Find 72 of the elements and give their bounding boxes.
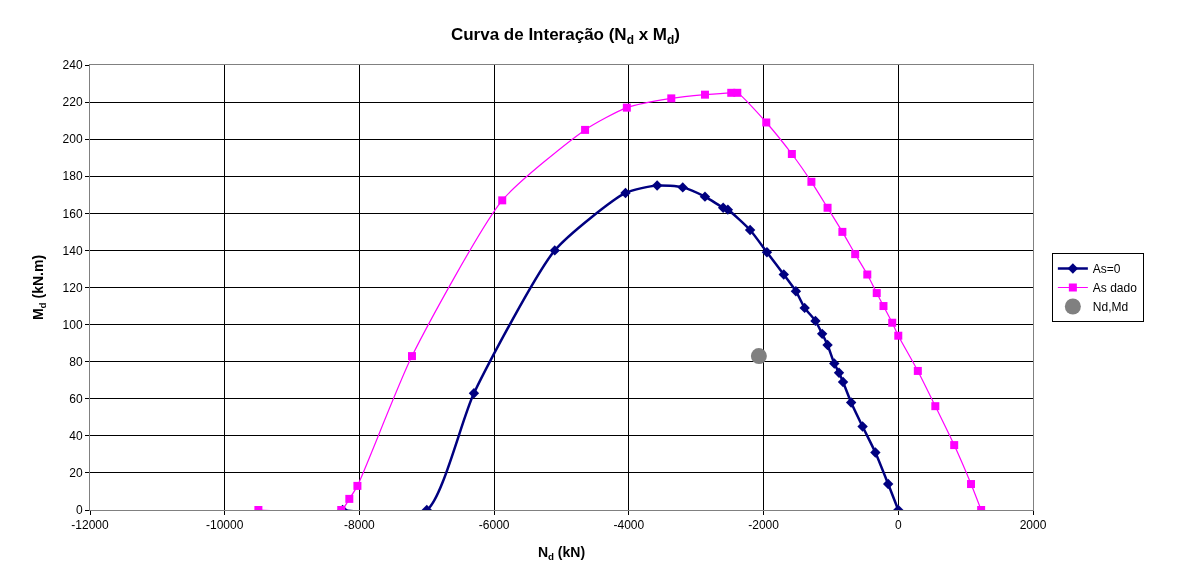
point [913, 366, 922, 375]
point [407, 352, 416, 361]
point [345, 494, 354, 503]
point [581, 125, 590, 134]
x-tick-label: -12000 [71, 518, 109, 533]
point [950, 441, 959, 450]
legend-label: As=0 [1092, 262, 1121, 277]
point [744, 224, 756, 236]
point [823, 203, 832, 212]
point [931, 402, 940, 411]
point [761, 247, 773, 258]
point [888, 318, 897, 327]
point [468, 387, 480, 399]
point [894, 331, 903, 340]
legend-label: Nd,Md [1092, 300, 1129, 315]
point [863, 270, 872, 279]
point [845, 397, 857, 408]
point [822, 339, 833, 351]
x-tick-label: -4000 [613, 518, 645, 533]
point [833, 367, 845, 378]
point [677, 182, 688, 193]
y-tick-label: 0 [75, 503, 83, 518]
point [667, 94, 676, 103]
y-tick-label: 240 [62, 58, 83, 73]
point [872, 289, 881, 298]
x-tick-label: -8000 [344, 518, 376, 533]
point [622, 103, 631, 112]
y-tick-label: 180 [62, 169, 83, 184]
point [651, 180, 663, 191]
y-tick-label: 80 [69, 354, 83, 369]
point [807, 177, 816, 186]
point [699, 191, 711, 202]
chart-title: Curva de Interação (N$_{d}$ x M$_{d}$) [450, 25, 680, 47]
y-tick-label: 100 [62, 317, 83, 332]
point [549, 245, 560, 256]
point [816, 328, 828, 340]
point [851, 250, 860, 259]
point [810, 315, 821, 327]
point [882, 478, 894, 490]
y-tick-label: 160 [62, 206, 83, 221]
y-tick-label: 20 [69, 466, 83, 481]
y-tick-label: 140 [62, 243, 83, 258]
x-tick-label: -10000 [206, 518, 244, 533]
point [870, 447, 881, 458]
point [700, 90, 709, 99]
point [837, 376, 849, 388]
point [733, 88, 742, 97]
point [787, 150, 796, 158]
point [353, 481, 362, 490]
point [790, 286, 802, 297]
x-axis-title: N$_{d}$ (kN) [537, 543, 586, 562]
point [838, 227, 847, 236]
x-tick-label: 2000 [1019, 518, 1047, 533]
point [879, 302, 888, 311]
x-tick-label: 0 [894, 518, 902, 533]
point [967, 480, 976, 489]
point [778, 269, 789, 280]
y-tick-label: 220 [62, 95, 83, 110]
y-tick-label: 60 [69, 391, 83, 406]
point [498, 196, 507, 205]
x-tick-label: -2000 [748, 518, 780, 533]
legend-label: As dado [1092, 281, 1138, 296]
y-tick-label: 120 [62, 280, 83, 295]
y-tick-label: 40 [69, 429, 83, 444]
y-tick-label: 200 [62, 132, 83, 147]
point [762, 118, 771, 127]
point [750, 348, 767, 365]
x-tick-label: -6000 [478, 518, 510, 533]
point [620, 187, 631, 199]
point [829, 358, 840, 369]
point [857, 421, 868, 432]
point [799, 302, 810, 314]
